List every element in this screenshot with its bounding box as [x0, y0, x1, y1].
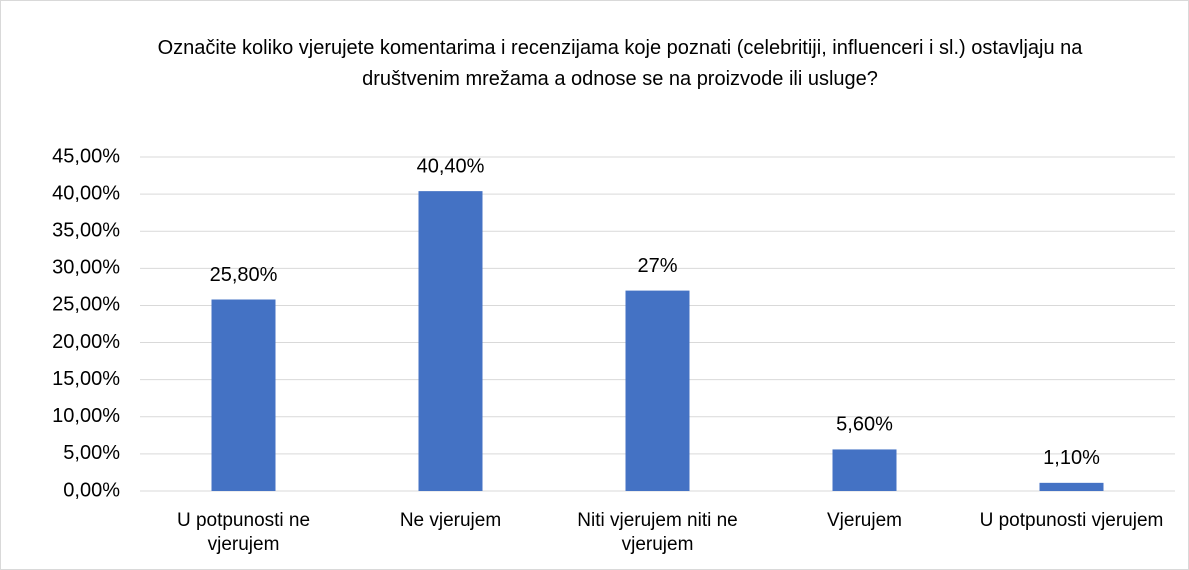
chart-title: Označite koliko vjerujete komentarima i … [157, 37, 1083, 90]
x-tick-label: U potpunosti vjerujem [979, 510, 1164, 531]
x-tick-label: Niti vjerujem niti ne vjerujem [577, 510, 738, 555]
data-label: 5,60% [836, 414, 893, 436]
bar [418, 191, 483, 492]
y-tick-label: 30,00% [52, 257, 120, 279]
data-label: 40,40% [417, 155, 485, 177]
y-tick-label: 45,00% [52, 145, 120, 167]
y-tick-label: 0,00% [63, 479, 120, 501]
bar [625, 290, 690, 491]
bar [832, 449, 897, 491]
x-tick-label: U potpunosti ne vjerujem [176, 510, 311, 555]
data-label: 25,80% [210, 264, 278, 286]
y-tick-label: 35,00% [52, 220, 120, 242]
data-label: 1,10% [1043, 447, 1100, 469]
y-tick-label: 15,00% [52, 368, 120, 390]
bar [1039, 482, 1104, 491]
x-tick-label: Vjerujem [827, 510, 902, 531]
y-tick-label: 25,00% [52, 294, 120, 316]
bar [211, 299, 276, 491]
y-tick-label: 5,00% [63, 442, 120, 464]
x-tick-label: Ne vjerujem [399, 510, 502, 531]
data-label: 27% [637, 255, 677, 277]
y-tick-label: 20,00% [52, 331, 120, 353]
y-tick-label: 40,00% [52, 182, 120, 204]
y-tick-label: 10,00% [52, 405, 120, 427]
